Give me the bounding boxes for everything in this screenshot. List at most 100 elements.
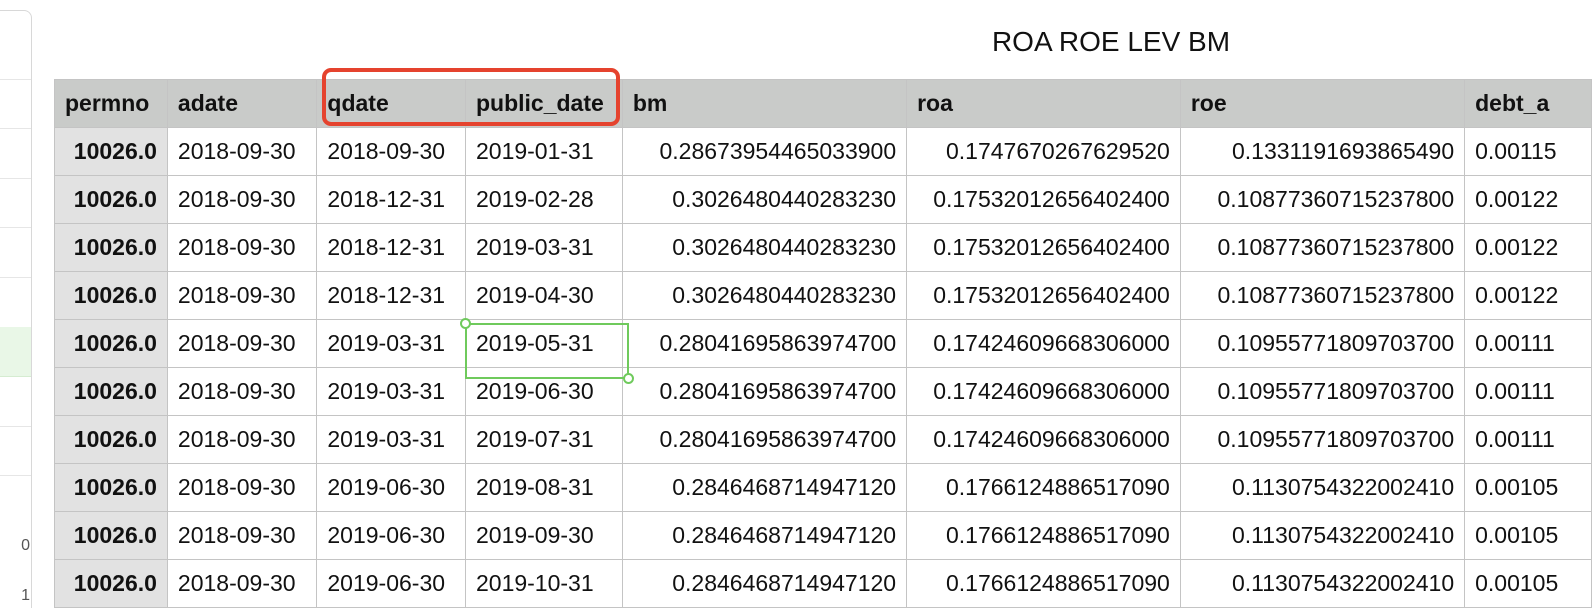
table-cell[interactable]: 0.10955771809703700	[1179, 415, 1466, 464]
table-cell[interactable]: 0.00122	[1464, 271, 1592, 320]
table-cell[interactable]: 0.2846468714947120	[621, 511, 908, 560]
sheet-list-item[interactable]	[0, 128, 31, 179]
truncated-digit: 1	[21, 587, 30, 604]
table-cell[interactable]: 0.28041695863974700	[621, 319, 908, 368]
table-cell[interactable]: 0.2846468714947120	[621, 463, 908, 512]
table-cell[interactable]: 2019-06-30	[316, 463, 466, 512]
sheet-list-item-selected[interactable]	[0, 327, 31, 377]
table-cell[interactable]: 0.00122	[1464, 223, 1592, 272]
table-cell[interactable]: 0.28041695863974700	[621, 415, 908, 464]
table-cell[interactable]: 2018-09-30	[166, 319, 318, 368]
table-cell[interactable]: 2018-09-30	[166, 271, 318, 320]
table-cell[interactable]: 0.10955771809703700	[1179, 319, 1466, 368]
table-cell[interactable]: 0.1130754322002410	[1179, 559, 1466, 608]
table-cell[interactable]: 0.00122	[1464, 175, 1592, 224]
table-cell[interactable]: 0.10877360715237800	[1179, 271, 1466, 320]
row-index-cell[interactable]: 10026.0	[54, 223, 168, 272]
table-cell[interactable]: 2018-09-30	[166, 511, 318, 560]
column-header-public-date[interactable]: public_date	[464, 79, 623, 128]
table-cell[interactable]: 0.17532012656402400	[906, 175, 1181, 224]
column-header-debt-a[interactable]: debt_a	[1464, 79, 1592, 128]
column-header-qdate[interactable]: qdate	[316, 79, 466, 128]
row-index-cell[interactable]: 10026.0	[54, 511, 168, 560]
row-index-cell[interactable]: 10026.0	[54, 463, 168, 512]
sheet-list-item[interactable]	[0, 79, 31, 129]
table-cell[interactable]: 2018-09-30	[166, 367, 318, 416]
table-cell[interactable]: 2018-12-31	[316, 271, 466, 320]
table-cell[interactable]: 2018-09-30	[166, 175, 318, 224]
table-cell[interactable]: 2018-12-31	[316, 175, 466, 224]
table-cell[interactable]: 0.00111	[1464, 319, 1592, 368]
row-index-cell[interactable]: 10026.0	[54, 175, 168, 224]
table-cell[interactable]: 2019-09-30	[464, 511, 623, 560]
table-cell[interactable]: 0.1130754322002410	[1179, 511, 1466, 560]
column-header-bm[interactable]: bm	[621, 79, 908, 128]
sheet-list-item[interactable]	[0, 178, 31, 228]
table-cell[interactable]: 0.3026480440283230	[621, 175, 908, 224]
table-row: 10026.0 2018-09-30 2019-06-30 2019-08-31 0.2…	[54, 463, 1592, 512]
table-cell[interactable]: 2018-09-30	[166, 463, 318, 512]
table-cell[interactable]: 2019-03-31	[316, 367, 466, 416]
row-index-cell[interactable]: 10026.0	[54, 415, 168, 464]
table-cell[interactable]: 0.00105	[1464, 463, 1592, 512]
table-cell[interactable]: 0.1331191693865490	[1179, 127, 1466, 176]
table-cell[interactable]: 0.17532012656402400	[906, 223, 1181, 272]
table-cell[interactable]: 2018-09-30	[166, 127, 318, 176]
column-header-permno[interactable]: permno	[54, 79, 168, 128]
sheet-list-item[interactable]	[0, 376, 31, 427]
table-cell[interactable]: 0.3026480440283230	[621, 271, 908, 320]
table-cell[interactable]: 0.10955771809703700	[1179, 367, 1466, 416]
table-cell[interactable]: 0.17424609668306000	[906, 319, 1181, 368]
table-cell[interactable]: 0.2846468714947120	[621, 559, 908, 608]
table-cell[interactable]: 2019-03-31	[316, 319, 466, 368]
table-cell[interactable]: 0.3026480440283230	[621, 223, 908, 272]
table-cell[interactable]: 2019-06-30	[316, 559, 466, 608]
sheet-list-item[interactable]	[0, 227, 31, 278]
table-cell[interactable]: 2018-09-30	[166, 415, 318, 464]
row-index-cell[interactable]: 10026.0	[54, 271, 168, 320]
table-cell[interactable]: 2019-06-30	[464, 367, 623, 416]
table-cell[interactable]: 0.28041695863974700	[621, 367, 908, 416]
table-cell[interactable]: 0.00111	[1464, 415, 1592, 464]
table-cell[interactable]: 0.1747670267629520	[906, 127, 1181, 176]
table-cell[interactable]: 2019-08-31	[464, 463, 623, 512]
table-cell[interactable]: 0.00111	[1464, 367, 1592, 416]
table-cell[interactable]: 2018-09-30	[166, 223, 318, 272]
table-cell[interactable]: 2019-06-30	[316, 511, 466, 560]
table-cell[interactable]: 0.1130754322002410	[1179, 463, 1466, 512]
table-cell[interactable]: 0.1766124886517090	[906, 559, 1181, 608]
sheet-list-item[interactable]	[0, 11, 31, 80]
table-cell[interactable]: 2018-09-30	[166, 559, 318, 608]
table-cell[interactable]: 0.1766124886517090	[906, 463, 1181, 512]
table-cell[interactable]: 2018-12-31	[316, 223, 466, 272]
table-cell[interactable]: 2019-01-31	[464, 127, 623, 176]
table-cell[interactable]: 2019-03-31	[316, 415, 466, 464]
column-header-roa[interactable]: roa	[906, 79, 1181, 128]
row-index-cell[interactable]: 10026.0	[54, 319, 168, 368]
table-cell[interactable]: 0.17532012656402400	[906, 271, 1181, 320]
table-cell[interactable]: 0.17424609668306000	[906, 415, 1181, 464]
table-cell[interactable]: 2019-07-31	[464, 415, 623, 464]
table-cell[interactable]: 2019-04-30	[464, 271, 623, 320]
table-cell[interactable]: 0.00115	[1464, 127, 1592, 176]
truncated-digit: 0	[21, 537, 30, 554]
row-index-cell[interactable]: 10026.0	[54, 559, 168, 608]
column-header-adate[interactable]: adate	[166, 79, 318, 128]
table-cell[interactable]: 0.28673954465033900	[621, 127, 908, 176]
column-header-roe[interactable]: roe	[1179, 79, 1466, 128]
table-cell[interactable]: 0.17424609668306000	[906, 367, 1181, 416]
table-cell[interactable]: 0.10877360715237800	[1179, 175, 1466, 224]
table-row: 10026.0 2018-09-30 2019-06-30 2019-09-30 0.2…	[54, 511, 1592, 560]
table-cell[interactable]: 0.00105	[1464, 559, 1592, 608]
table-cell[interactable]: 2019-05-31	[464, 319, 623, 368]
table-cell[interactable]: 2019-03-31	[464, 223, 623, 272]
row-index-cell[interactable]: 10026.0	[54, 367, 168, 416]
row-index-cell[interactable]: 10026.0	[54, 127, 168, 176]
table-cell[interactable]: 0.10877360715237800	[1179, 223, 1466, 272]
table-cell[interactable]: 0.1766124886517090	[906, 511, 1181, 560]
table-cell[interactable]: 2019-10-31	[464, 559, 623, 608]
sheet-list-item[interactable]	[0, 426, 31, 476]
table-cell[interactable]: 2019-02-28	[464, 175, 623, 224]
table-cell[interactable]: 0.00105	[1464, 511, 1592, 560]
table-cell[interactable]: 2018-09-30	[316, 127, 466, 176]
